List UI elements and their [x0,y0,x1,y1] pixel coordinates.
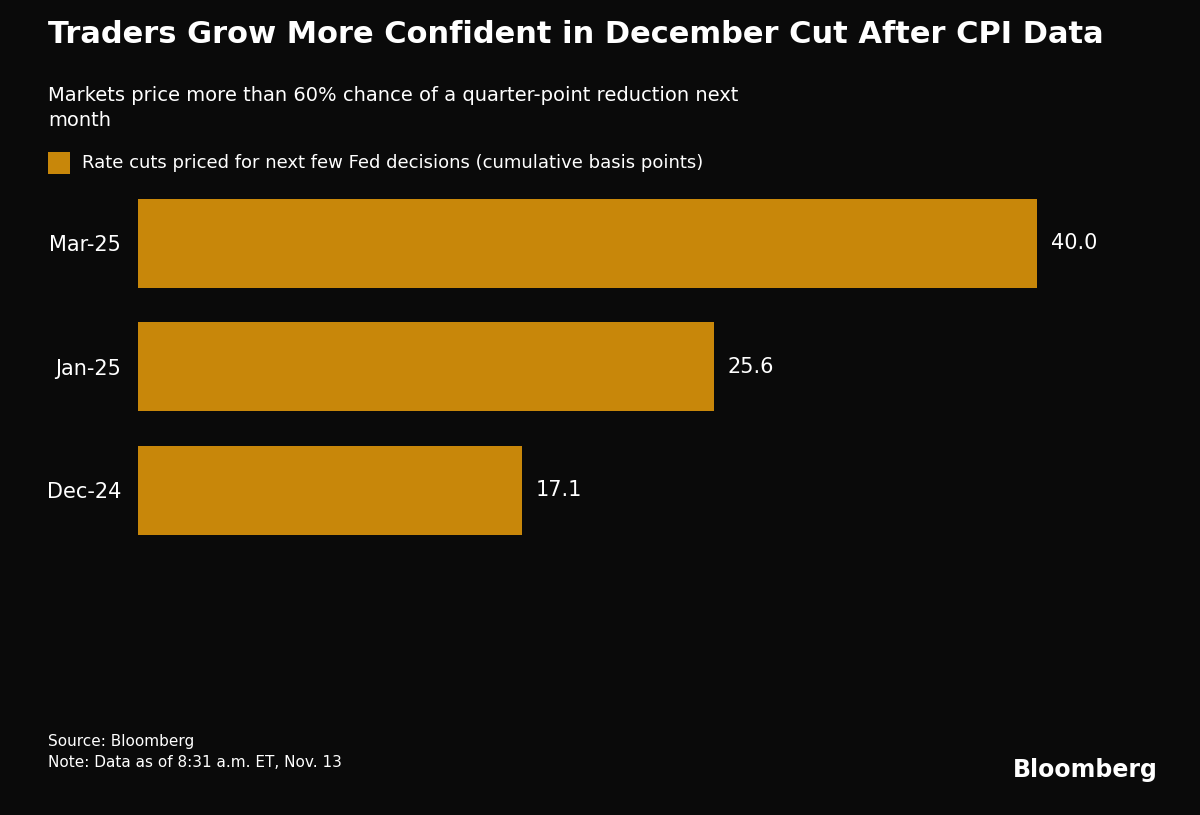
Text: 40.0: 40.0 [1051,233,1097,253]
Bar [138,322,714,412]
Text: 25.6: 25.6 [727,357,774,377]
Bar [138,446,522,535]
Text: 17.1: 17.1 [536,480,582,500]
Text: Bloomberg: Bloomberg [1013,759,1158,782]
Text: Source: Bloomberg
Note: Data as of 8:31 a.m. ET, Nov. 13: Source: Bloomberg Note: Data as of 8:31 … [48,734,342,770]
Text: Markets price more than 60% chance of a quarter-point reduction next
month: Markets price more than 60% chance of a … [48,86,738,130]
Bar [138,199,1037,288]
Text: Traders Grow More Confident in December Cut After CPI Data: Traders Grow More Confident in December … [48,20,1104,50]
Text: Rate cuts priced for next few Fed decisions (cumulative basis points): Rate cuts priced for next few Fed decisi… [82,154,703,172]
